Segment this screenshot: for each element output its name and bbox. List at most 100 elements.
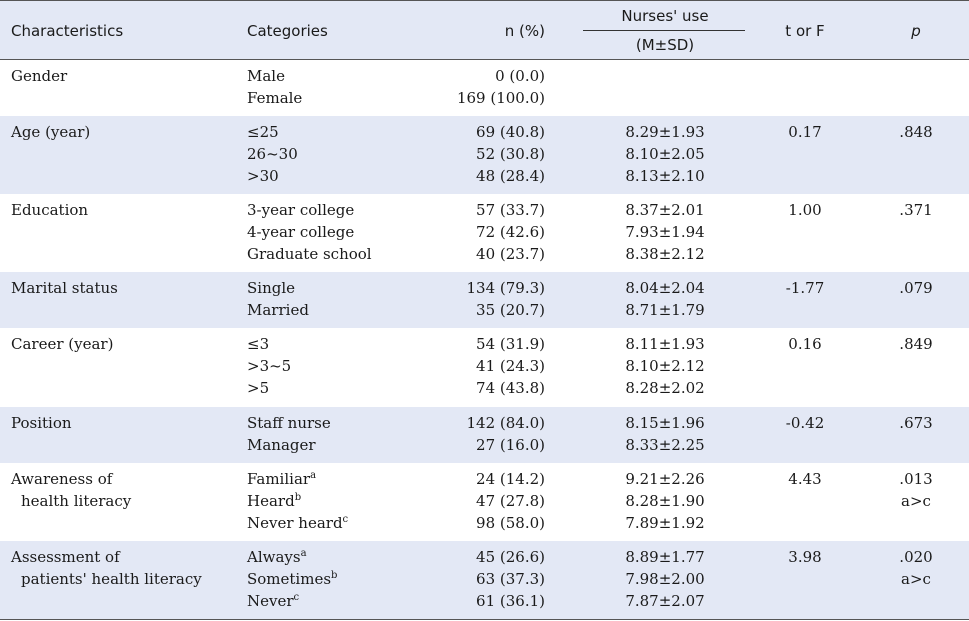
row-categories: Single Married: [247, 277, 309, 321]
row-t: 3.98: [788, 548, 822, 566]
row-categories: ≤25 26~30 >30: [247, 121, 298, 187]
row-n: 54 (31.9) 41 (24.3) 74 (43.8): [405, 333, 545, 399]
n-value: 57 (33.7): [476, 201, 545, 219]
n-value: 98 (58.0): [476, 514, 545, 532]
category: 4-year college: [247, 223, 355, 241]
row-t: 0.17: [788, 123, 822, 141]
n-value: 134 (79.3): [466, 279, 545, 297]
row-p: .673: [899, 414, 933, 432]
category: Never heardc: [247, 512, 348, 534]
row-p: .079: [899, 279, 933, 297]
row-p: .371: [899, 201, 933, 219]
characteristic-line: health literacy: [21, 492, 132, 510]
n-value: 74 (43.8): [476, 379, 545, 397]
n-value: 45 (26.6): [476, 548, 545, 566]
row-categories: ≤3 >3~5 >5: [247, 333, 291, 399]
table-row: Position Staff nurse Manager 142 (84.0) …: [0, 407, 969, 463]
category: Manager: [247, 436, 316, 454]
n-value: 142 (84.0): [466, 414, 545, 432]
row-t: 1.00: [788, 201, 822, 219]
msd-value: 8.11±1.93: [625, 335, 705, 353]
category: Graduate school: [247, 245, 372, 263]
msd-value: 8.15±1.96: [625, 414, 705, 432]
category-label: Always: [247, 548, 301, 566]
row-categories: Alwaysa Sometimesb Neverc: [247, 546, 337, 612]
category-label: Sometimes: [247, 570, 332, 588]
table-row: Awareness of health literacy Familiara H…: [0, 463, 969, 541]
msd-value: 8.13±2.10: [625, 167, 705, 185]
n-value: 63 (37.3): [476, 570, 545, 588]
n-value: 47 (27.8): [476, 492, 545, 510]
msd-value: 7.93±1.94: [625, 223, 705, 241]
category: >30: [247, 167, 279, 185]
category: Neverc: [247, 590, 337, 612]
category-label: Never: [247, 592, 294, 610]
category: 3-year college: [247, 201, 355, 219]
category: ≤25: [247, 123, 279, 141]
header-nurses-use: Nurses' use: [621, 7, 709, 25]
category-superscript: b: [331, 570, 338, 581]
category: 26~30: [247, 145, 298, 163]
header-n-percent: n (%): [504, 22, 545, 40]
category: Alwaysa: [247, 546, 337, 568]
row-characteristic: Education: [11, 201, 89, 219]
category-superscript: c: [293, 592, 300, 603]
row-characteristic: Career (year): [11, 335, 114, 353]
characteristic-line: Assessment of: [11, 548, 120, 566]
msd-value: 8.33±2.25: [625, 436, 705, 454]
row-t: -0.42: [785, 414, 825, 432]
n-value: 54 (31.9): [476, 335, 545, 353]
msd-value: 7.98±2.00: [625, 570, 705, 588]
row-characteristic: Age (year): [11, 123, 91, 141]
header-t-or-f: t or F: [785, 22, 825, 40]
category: >3~5: [247, 357, 292, 375]
msd-value: 7.89±1.92: [625, 514, 705, 532]
row-categories: Male Female: [247, 65, 302, 109]
category: Male: [247, 67, 285, 85]
row-categories: Familiara Heardb Never heardc: [247, 468, 348, 534]
category: Single: [247, 279, 296, 297]
msd-value: 8.37±2.01: [625, 201, 705, 219]
category-label: Familiar: [247, 470, 311, 488]
n-value: 61 (36.1): [476, 592, 545, 610]
row-categories: 3-year college 4-year college Graduate s…: [247, 199, 372, 265]
posthoc-value: a>c: [901, 570, 931, 588]
posthoc-value: a>c: [901, 492, 931, 510]
category-superscript: c: [342, 514, 349, 525]
row-n: 134 (79.3) 35 (20.7): [405, 277, 545, 321]
msd-value: 8.10±2.05: [625, 145, 705, 163]
msd-value: 8.28±2.02: [625, 379, 705, 397]
row-n: 69 (40.8) 52 (30.8) 48 (28.4): [405, 121, 545, 187]
row-t: 0.16: [788, 335, 822, 353]
row-n: 0 (0.0) 169 (100.0): [405, 65, 545, 109]
row-n: 142 (84.0) 27 (16.0): [405, 412, 545, 456]
row-n: 57 (33.7) 72 (42.6) 40 (23.7): [405, 199, 545, 265]
row-msd: 8.29±1.93 8.10±2.05 8.13±2.10: [585, 121, 745, 187]
row-characteristic: Awareness of health literacy: [11, 468, 131, 512]
row-p: .020 a>c: [870, 546, 962, 590]
row-n: 45 (26.6) 63 (37.3) 61 (36.1): [405, 546, 545, 612]
characteristic-line: Awareness of: [11, 470, 113, 488]
category: Married: [247, 301, 309, 319]
category-superscript: b: [294, 492, 302, 503]
row-n: 24 (14.2) 47 (27.8) 98 (58.0): [405, 468, 545, 534]
table-row: Age (year) ≤25 26~30 >30 69 (40.8) 52 (3…: [0, 116, 969, 194]
row-t: -1.77: [785, 279, 825, 297]
n-value: 69 (40.8): [476, 123, 545, 141]
n-value: 41 (24.3): [476, 357, 545, 375]
n-value: 48 (28.4): [476, 167, 545, 185]
row-msd: 8.89±1.77 7.98±2.00 7.87±2.07: [585, 546, 745, 612]
category: ≤3: [247, 335, 270, 353]
category: Sometimesb: [247, 568, 337, 590]
msd-value: 8.28±1.90: [625, 492, 705, 510]
table-row: Career (year) ≤3 >3~5 >5 54 (31.9) 41 (2…: [0, 328, 969, 407]
row-msd: 8.15±1.96 8.33±2.25: [585, 412, 745, 456]
n-value: 169 (100.0): [456, 89, 545, 107]
row-categories: Staff nurse Manager: [247, 412, 331, 456]
n-value: 35 (20.7): [476, 301, 545, 319]
p-value: .013: [899, 470, 933, 488]
row-p: .849: [899, 335, 933, 353]
row-characteristic: Marital status: [11, 279, 118, 297]
n-value: 52 (30.8): [476, 145, 545, 163]
msd-value: 8.71±1.79: [625, 301, 705, 319]
